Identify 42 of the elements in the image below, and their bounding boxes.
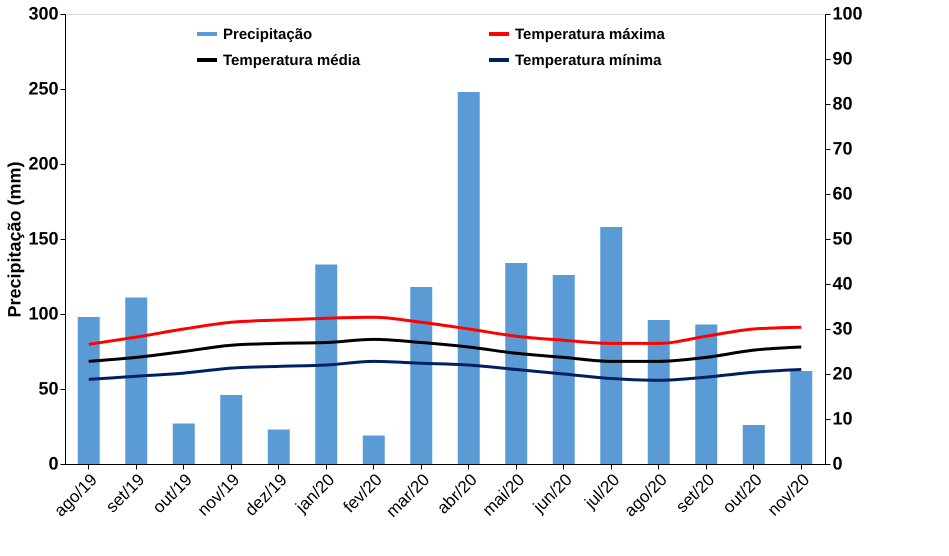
y-axis-title: Precipitação (mm) <box>4 161 24 318</box>
y2-tick-label: 30 <box>832 318 853 338</box>
bar <box>648 320 670 464</box>
legend-label: Temperatura mínima <box>515 52 662 69</box>
bar <box>458 92 480 464</box>
y2-tick-label: 0 <box>832 454 843 474</box>
y-tick-label: 50 <box>38 378 58 398</box>
y2-tick-label: 40 <box>832 274 853 294</box>
bar <box>220 395 242 464</box>
bar <box>410 287 432 464</box>
bar <box>552 275 575 464</box>
y-tick-label: 300 <box>28 4 58 24</box>
y2-tick-label: 100 <box>832 4 863 24</box>
y2-tick-label: 70 <box>832 138 853 158</box>
y-tick-label: 0 <box>48 454 58 474</box>
bar <box>268 430 290 464</box>
bar <box>695 324 718 464</box>
line-series <box>87 338 803 363</box>
y-tick-label: 200 <box>28 154 58 174</box>
y2-tick-label: 50 <box>832 228 853 248</box>
bar <box>790 371 812 464</box>
y-tick-label: 150 <box>28 228 58 248</box>
y2-tick-label: 90 <box>832 48 853 68</box>
bar <box>362 436 385 464</box>
bar <box>315 264 338 464</box>
y-tick-label: 100 <box>28 304 58 324</box>
bar <box>505 263 528 464</box>
line-series <box>87 316 803 346</box>
y2-tick-label: 60 <box>832 184 853 204</box>
y2-tick-label: 20 <box>832 364 853 384</box>
bar <box>600 227 622 464</box>
legend-label: Temperatura média <box>223 52 361 69</box>
legend-label: Precipitação <box>223 26 312 43</box>
y2-tick-label: 80 <box>832 94 853 114</box>
line-series <box>87 360 803 382</box>
y2-tick-label: 10 <box>832 408 853 428</box>
bar <box>125 298 148 464</box>
y-tick-label: 250 <box>28 78 58 98</box>
bar <box>742 425 765 464</box>
bar <box>78 317 100 464</box>
bar <box>172 424 195 464</box>
legend-label: Temperatura máxima <box>515 26 666 43</box>
